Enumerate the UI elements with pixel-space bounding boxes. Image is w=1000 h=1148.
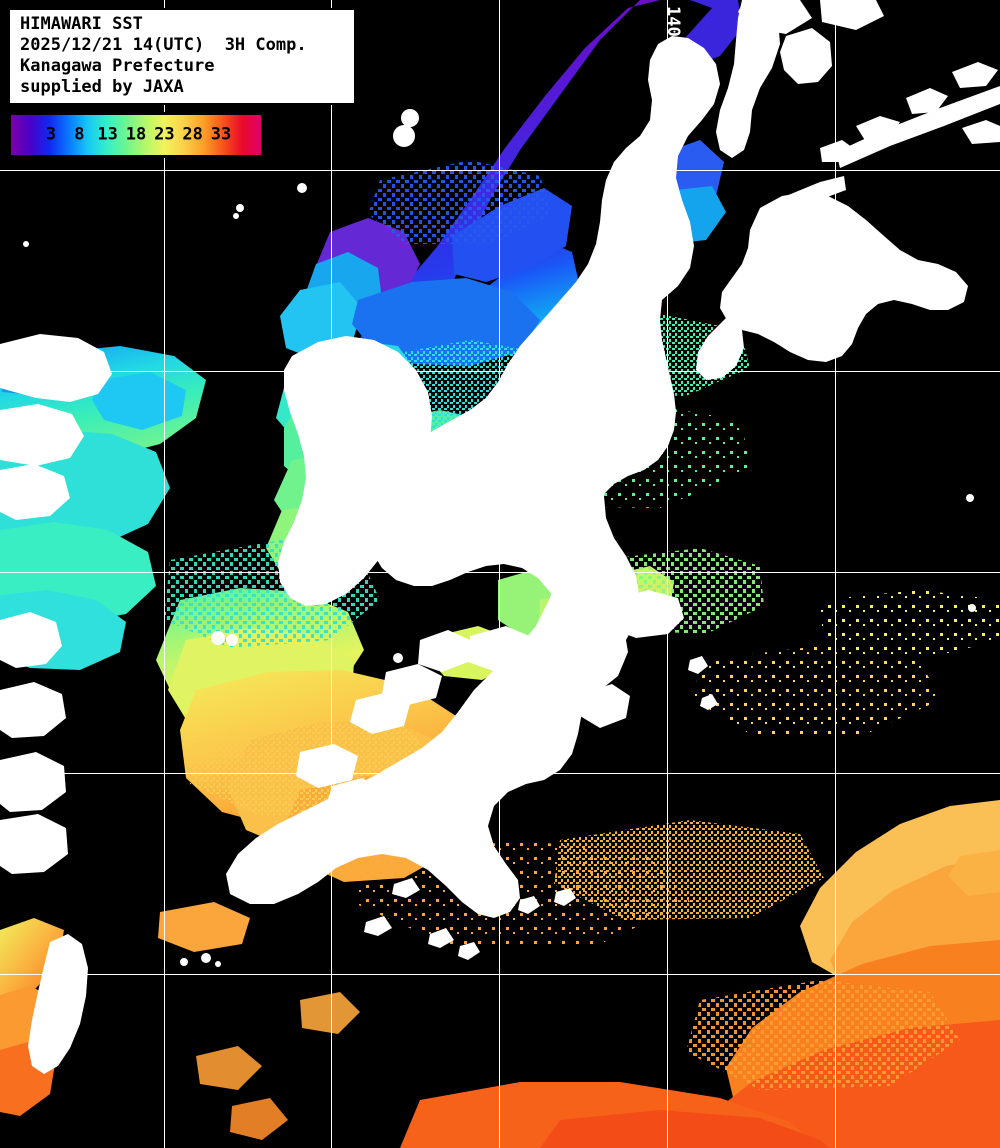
product-info-box: HIMAWARI SST 2025/12/21 14(UTC) 3H Comp.… xyxy=(8,8,356,105)
latitude-label-40n: 40N xyxy=(0,350,22,370)
product-credit: supplied by JAXA xyxy=(20,77,184,97)
longitude-label-140e: 140E xyxy=(663,6,683,47)
product-region: Kanagawa Prefecture xyxy=(20,56,215,76)
colorbar-tick-28: 28 xyxy=(182,124,203,145)
colorbar-tick-33: 33 xyxy=(210,124,232,145)
product-datetime: 2025/12/21 14(UTC) 3H Comp. xyxy=(20,35,307,55)
colorbar-tick-3: 3 xyxy=(45,124,57,145)
colorbar-gradient xyxy=(11,115,261,155)
colorbar-tick-13: 13 xyxy=(97,124,118,145)
sst-colorbar: 3 8 13 18 23 28 33 xyxy=(8,112,264,158)
colorbar-tick-18: 18 xyxy=(125,124,147,145)
colorbar-tick-8: 8 xyxy=(74,124,85,145)
colorbar-tick-labels: 3 8 13 18 23 28 33 xyxy=(11,115,261,155)
colorbar-tick-23: 23 xyxy=(154,124,175,145)
product-title: HIMAWARI SST xyxy=(20,14,143,34)
